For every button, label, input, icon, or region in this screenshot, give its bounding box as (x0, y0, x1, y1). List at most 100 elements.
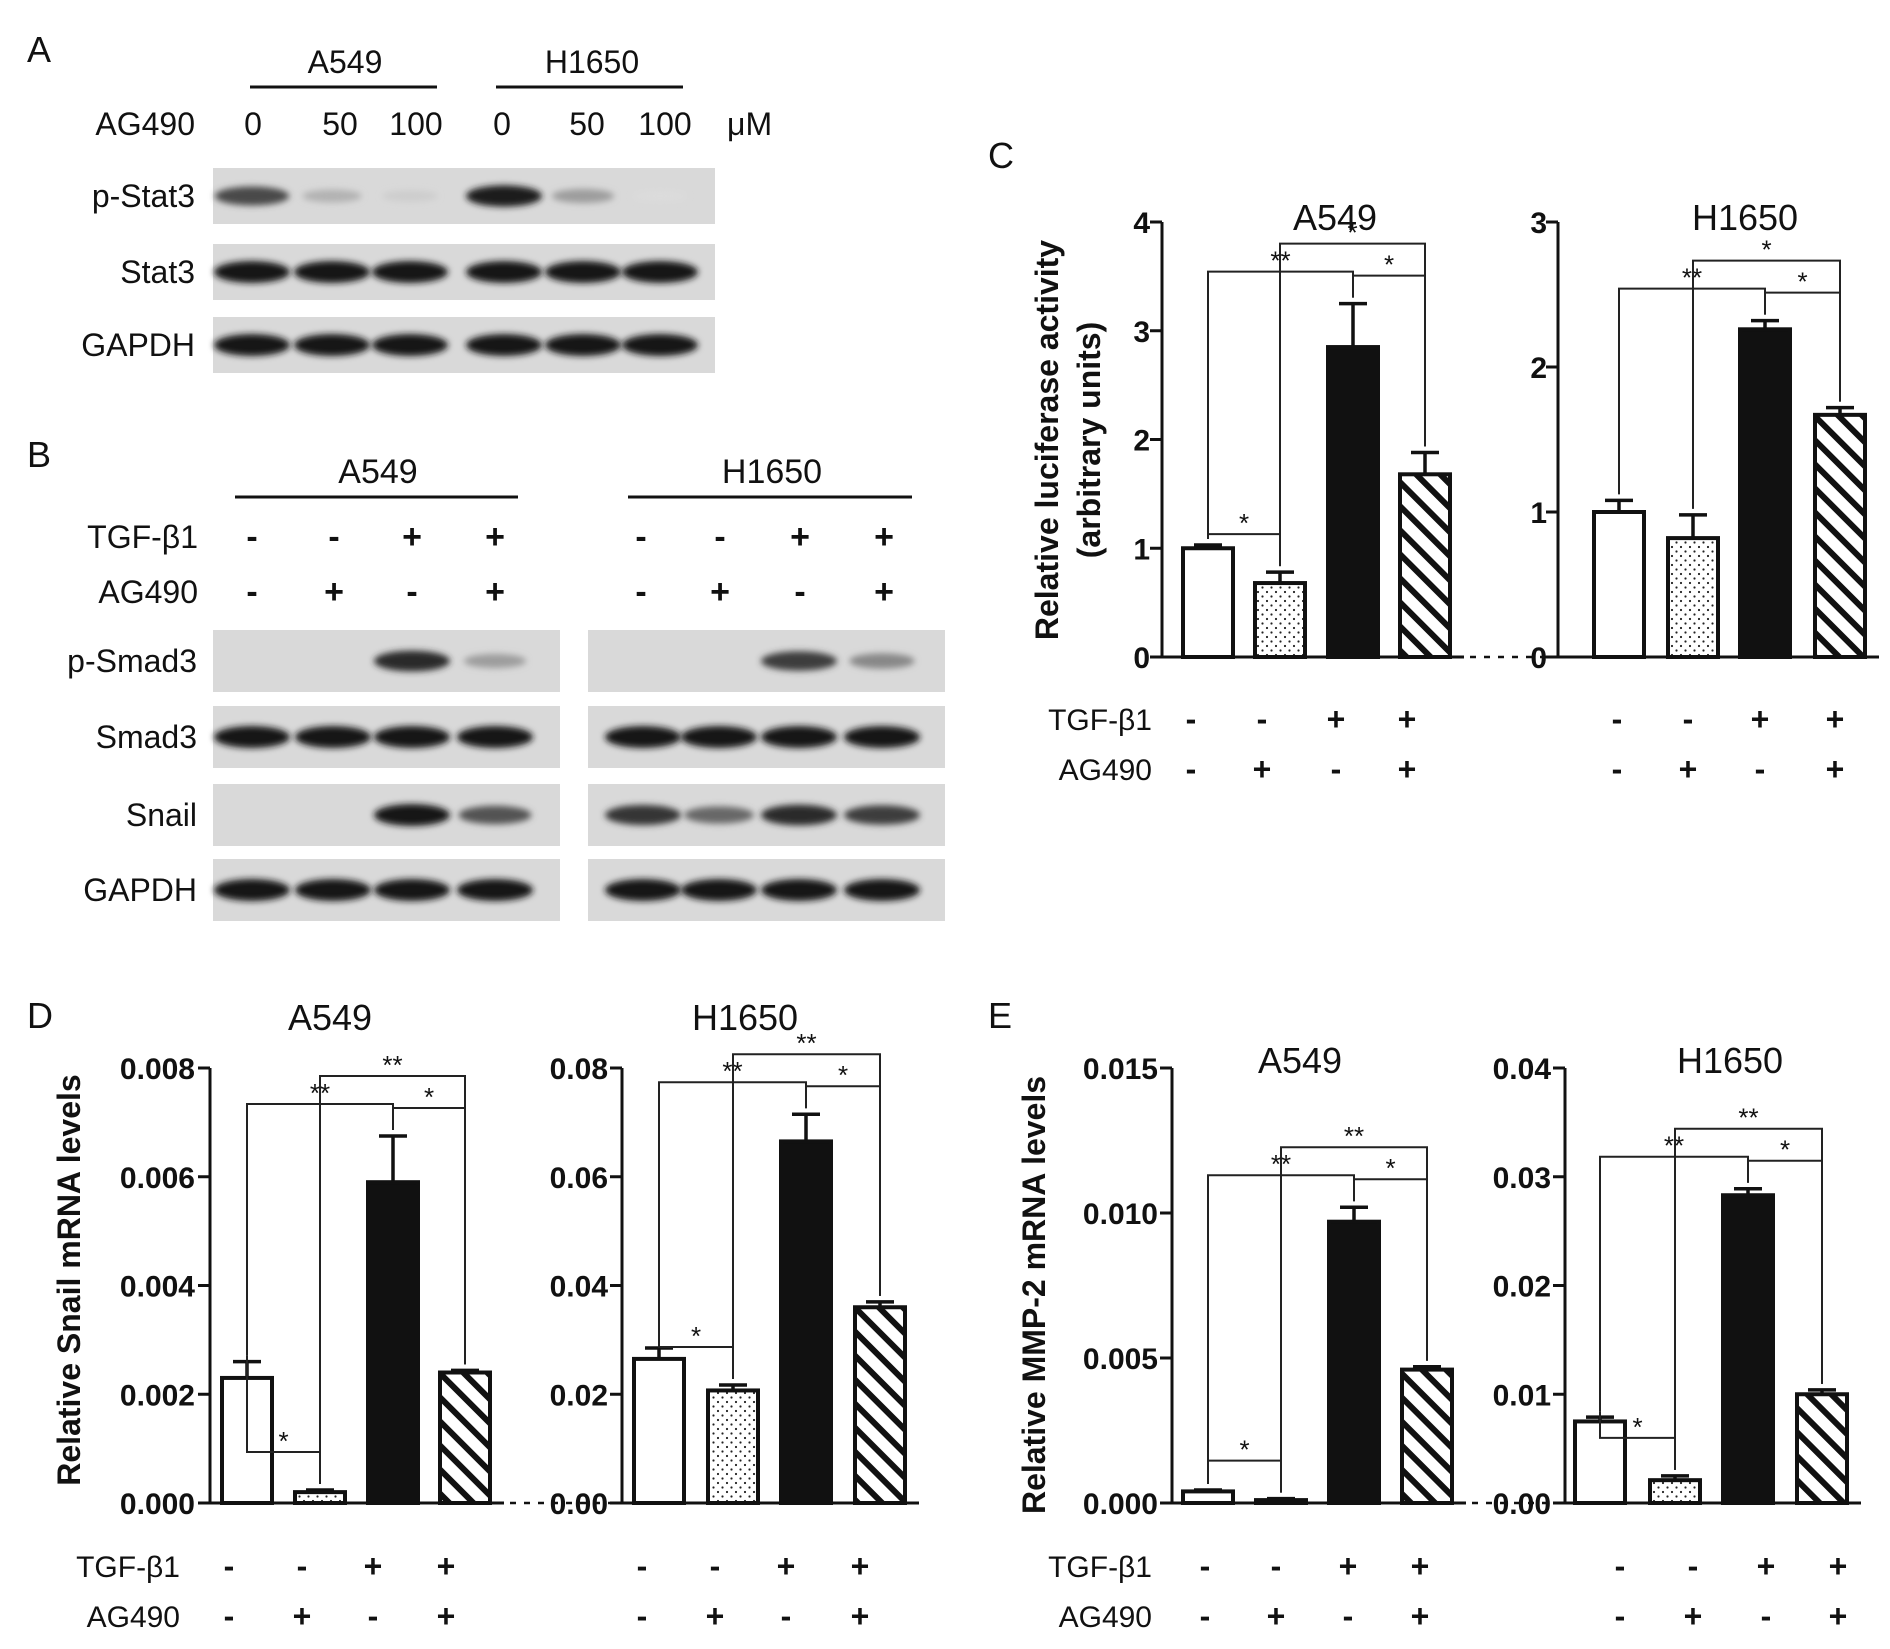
blot-band (684, 806, 754, 824)
blot-band (294, 334, 370, 356)
significance-label: * (424, 1082, 434, 1112)
y-tick-label: 3 (1133, 316, 1150, 349)
bar (1738, 327, 1792, 659)
tgf-label: TGF-β1 (76, 1551, 180, 1584)
panel-a-unit: μM (727, 106, 772, 142)
bar (1721, 1193, 1775, 1506)
panel-b: B A549 H1650 TGF-β1 AG490 ---++-++---++-… (27, 434, 945, 921)
significance-label: * (1385, 1153, 1395, 1183)
ag490-sign: - (1761, 1598, 1772, 1634)
significance-bracket (805, 1085, 881, 1296)
y-tick-label: 0.04 (1493, 1053, 1552, 1086)
significance-bracket (1764, 291, 1841, 402)
ag490-sign: + (1829, 1598, 1848, 1634)
tgf-sign: + (1751, 701, 1770, 737)
y-tick-label: 3 (1530, 207, 1547, 240)
blot-band (761, 726, 837, 748)
tgf-sign: + (1398, 701, 1417, 737)
y-tick-label: 0 (1530, 642, 1547, 675)
blot-band (761, 804, 837, 826)
panel-b-ag490-label: AG490 (98, 574, 198, 610)
ag490-sign: - (637, 1598, 648, 1634)
y-tick-label: 0 (1133, 642, 1150, 675)
bar (1326, 345, 1380, 659)
tgf-sign: - (224, 1548, 235, 1584)
bar (779, 1139, 833, 1505)
blot-band (605, 726, 681, 748)
tgf-sign: + (790, 518, 810, 556)
dose-label: 100 (389, 106, 442, 142)
ag490-sign: - (1615, 1598, 1626, 1634)
ag490-sign: - (1331, 751, 1342, 787)
panel-letter-a: A (27, 29, 51, 70)
ag490-sign: + (874, 573, 894, 611)
significance-label: * (1761, 235, 1771, 265)
y-tick-label: 0.01 (1493, 1379, 1551, 1412)
blot-band (463, 653, 527, 669)
ag490-sign: + (1411, 1598, 1430, 1634)
ag490-sign: - (368, 1598, 379, 1634)
ag490-sign: - (1755, 751, 1766, 787)
ag490-sign: + (1253, 751, 1272, 787)
ag490-sign: - (1343, 1598, 1354, 1634)
chart-title: H1650 (1692, 197, 1798, 238)
chart-title: H1650 (1677, 1040, 1783, 1081)
panel-c-ylabel: Relative luciferase activity (1029, 240, 1065, 640)
blot-band (372, 261, 448, 283)
bar (1400, 1367, 1454, 1505)
blot-band (374, 650, 450, 672)
treatment-row: TGF-β1 AG490 - - - + + - + + - - - + + - + + (76, 1548, 869, 1634)
tgf-sign: - (246, 518, 257, 556)
panel-c-ylabel-line1: Relative luciferase activity (1029, 240, 1065, 640)
y-tick-label: 0.00 (1493, 1488, 1551, 1521)
panel-c-ylabel-2: (arbitrary units) (1071, 322, 1107, 558)
dose-label: 100 (638, 106, 691, 142)
tgf-sign: - (637, 1548, 648, 1584)
ag490-sign: - (406, 573, 417, 611)
ag490-sign: - (1200, 1598, 1211, 1634)
ag490-sign: + (706, 1598, 725, 1634)
panel-b-tgf-label: TGF-β1 (87, 519, 198, 555)
tgf-sign: - (1615, 1548, 1626, 1584)
panel-letter-b: B (27, 434, 51, 475)
ag490-sign: + (1398, 751, 1417, 787)
ag490-label: AG490 (87, 1601, 180, 1634)
chart-title: H1650 (692, 997, 798, 1038)
tgf-sign: + (1757, 1548, 1776, 1584)
ag490-sign: + (1684, 1598, 1703, 1634)
blot-band (605, 804, 681, 826)
significance-label: ** (382, 1050, 402, 1080)
tgf-sign: - (1612, 701, 1623, 737)
panel-b-group-h1650: H1650 (722, 453, 822, 491)
tgf-sign: + (1327, 701, 1346, 737)
significance-label: ** (796, 1028, 816, 1058)
significance-label: * (691, 1321, 701, 1351)
blot-band (372, 334, 448, 356)
tgf-sign: - (1200, 1548, 1211, 1584)
panel-a-blots (213, 168, 715, 373)
panel-a-group-a549: A549 (308, 44, 383, 80)
blot-band (466, 185, 542, 207)
blot-band (214, 879, 290, 901)
bar (293, 1490, 347, 1505)
blot-band (681, 726, 757, 748)
blot-band (214, 261, 290, 283)
ag490-sign: + (710, 573, 730, 611)
panel-b-blots (213, 630, 945, 921)
tgf-sign: - (1257, 701, 1268, 737)
y-tick-label: 0.010 (1083, 1198, 1158, 1231)
ag490-sign: - (246, 573, 257, 611)
panel-b-group-a549: A549 (338, 453, 417, 491)
tgf-sign: - (328, 518, 339, 556)
y-tick-label: 0.005 (1083, 1343, 1158, 1376)
tgf-sign: - (635, 518, 646, 556)
blot-band (382, 190, 438, 202)
significance-label: * (1384, 250, 1394, 280)
